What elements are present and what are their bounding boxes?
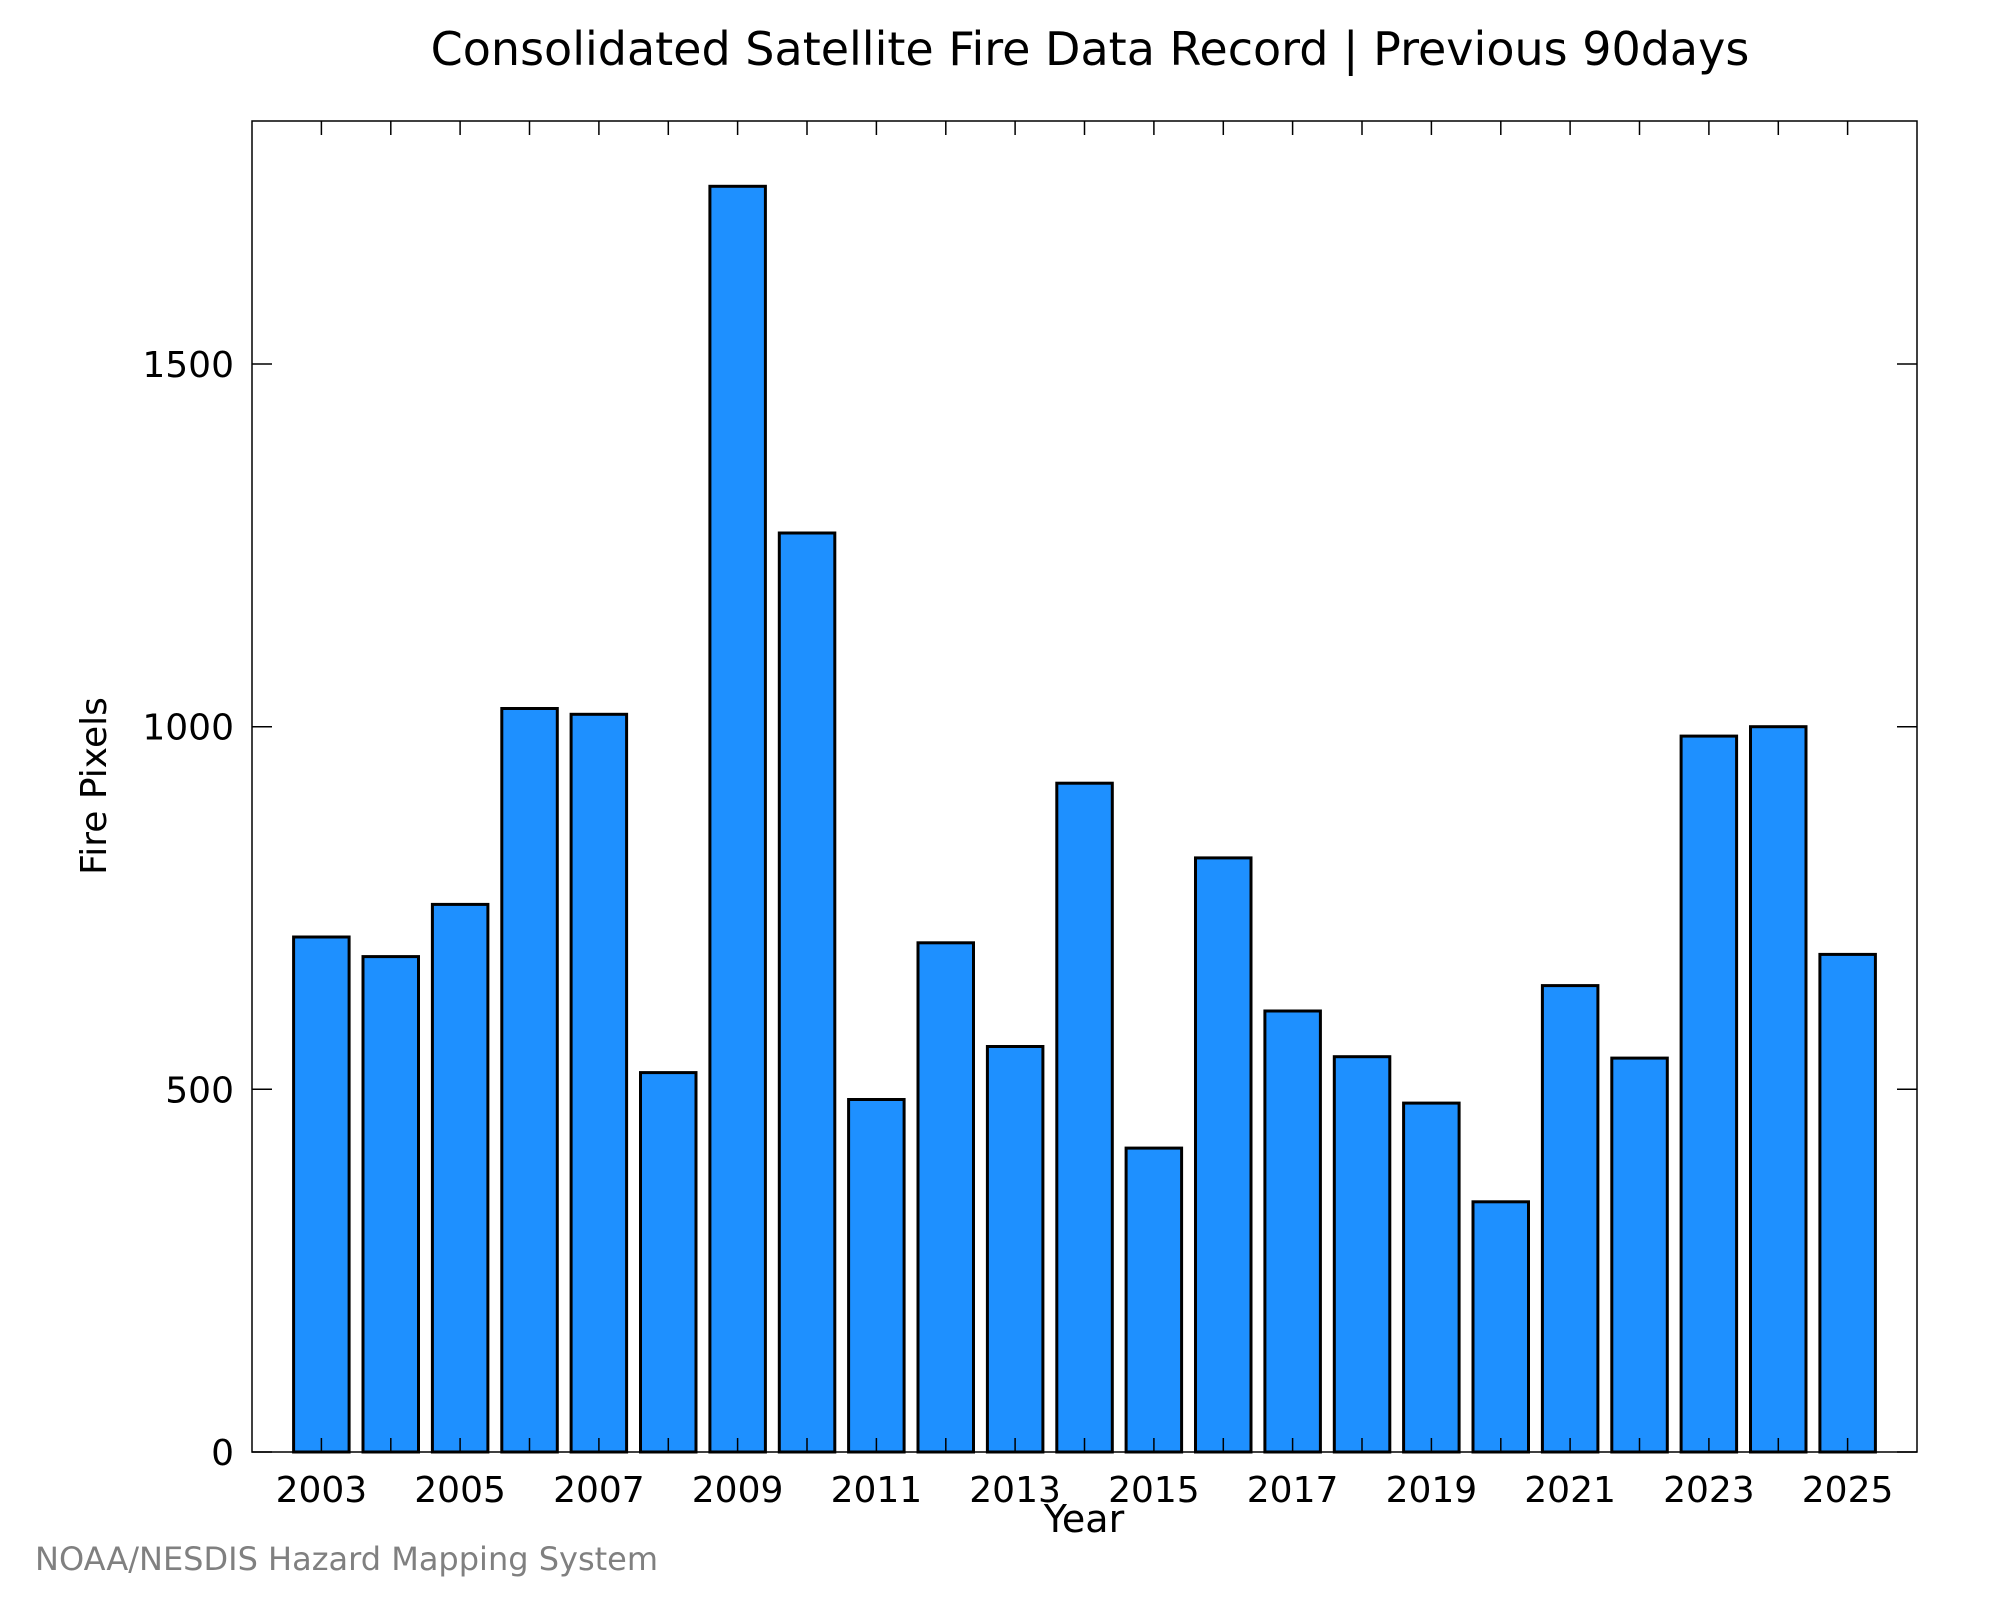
bar-2004 (361, 955, 420, 1454)
bar-2006 (500, 707, 559, 1454)
bar-2012 (916, 941, 975, 1454)
y-tick-label-500: 500 (165, 1070, 234, 1111)
bar-2008 (639, 1071, 698, 1454)
bar-2023 (1679, 734, 1739, 1454)
bar-2013 (985, 1045, 1045, 1454)
plot-frame (251, 120, 1918, 1453)
bar-2003 (292, 935, 351, 1454)
bar-2019 (1402, 1101, 1461, 1454)
bar-2018 (1332, 1055, 1392, 1454)
bar-2010 (777, 531, 837, 1454)
bar-2014 (1055, 781, 1114, 1454)
x-tick-label-2011: 2011 (831, 1470, 923, 1511)
y-tick-label-0: 0 (211, 1433, 234, 1474)
x-tick-label-2013: 2013 (969, 1470, 1061, 1511)
bar-2016 (1194, 856, 1253, 1454)
bar-2009 (708, 184, 767, 1454)
x-tick-label-2025: 2025 (1802, 1470, 1894, 1511)
bar-2025 (1818, 952, 1877, 1454)
ticks-layer: 2003 2005 2007 2009 2011 2013 2015 2017 2019 2021… (142, 121, 1917, 1511)
bar-2015 (1124, 1146, 1184, 1454)
y-tick-label-1000: 1000 (142, 708, 234, 749)
x-tick-label-2021: 2021 (1524, 1470, 1616, 1511)
x-tick-label-2005: 2005 (414, 1470, 506, 1511)
x-tick-label-2003: 2003 (276, 1470, 368, 1511)
bar-2020 (1471, 1200, 1530, 1454)
bar-2011 (847, 1098, 906, 1454)
chart-title: Consolidated Satellite Fire Data Record … (430, 22, 1750, 76)
y-axis-label: Fire Pixels (74, 697, 115, 875)
bar-2007 (569, 712, 629, 1454)
x-tick-label-2017: 2017 (1247, 1470, 1339, 1511)
bar-2021 (1540, 984, 1600, 1454)
x-tick-label-2019: 2019 (1386, 1470, 1478, 1511)
x-tick-label-2009: 2009 (692, 1470, 784, 1511)
bar-2022 (1610, 1056, 1669, 1454)
bar-2017 (1263, 1009, 1322, 1454)
footer-credit: NOAA/NESDIS Hazard Mapping System (35, 1540, 659, 1578)
bars-layer (292, 184, 1877, 1454)
bar-2024 (1749, 725, 1808, 1454)
x-tick-label-2023: 2023 (1663, 1470, 1755, 1511)
y-tick-label-1500: 1500 (142, 345, 234, 386)
x-axis-label: Year (1043, 1497, 1125, 1541)
x-tick-label-2007: 2007 (553, 1470, 645, 1511)
bar-2005 (430, 902, 490, 1454)
x-tick-label-2015: 2015 (1108, 1470, 1200, 1511)
